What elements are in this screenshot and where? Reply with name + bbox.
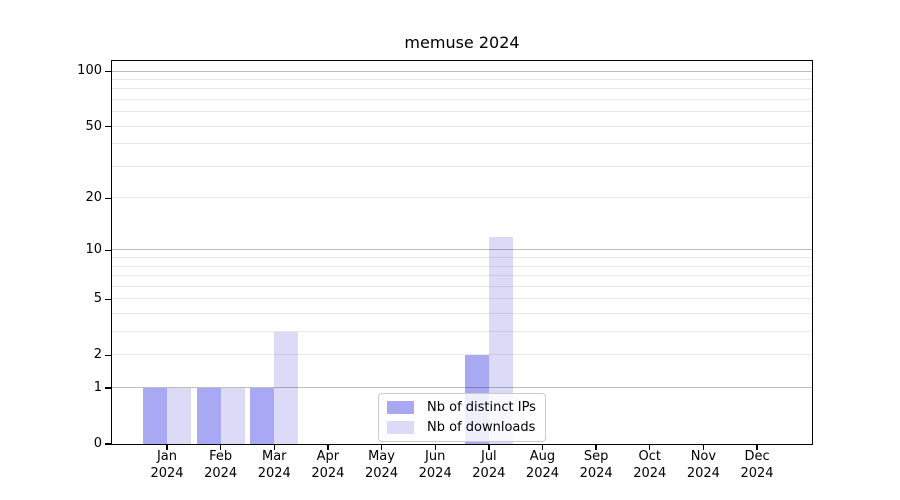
x-tick-mark [649,444,651,450]
bar-jan-distinct-ips [143,388,167,444]
x-tick-mark [702,444,705,450]
x-tick-label-jun: Jun 2024 [418,449,452,481]
bar-mar-downloads [274,332,299,444]
y-tick-label-100: 100 [77,63,102,79]
legend-label-distinct-ips: Nb of distinct IPs [427,400,536,415]
y-tick-label-2: 2 [93,347,102,363]
x-tick-label-nov: Nov 2024 [686,449,720,481]
legend-label-downloads: Nb of downloads [427,420,536,435]
legend-swatch-distinct-ips-icon [387,401,414,414]
bar-mar-distinct-ips [250,388,275,444]
x-tick-mark [273,444,275,450]
y-tick-label-20: 20 [85,190,102,206]
legend-swatch-downloads-icon [387,421,414,434]
chart-title: memuse 2024 [404,33,520,52]
bars-layer [112,61,812,444]
x-tick-mark [488,444,490,450]
x-tick-label-sep: Sep 2024 [579,449,613,481]
y-tick-label-1: 1 [93,380,102,396]
x-tick-mark [166,444,168,450]
legend: Nb of distinct IPs Nb of downloads [378,393,546,442]
x-tick-mark [219,444,222,450]
x-tick-mark [541,444,544,450]
plot-area [111,60,813,445]
bar-feb-downloads [220,388,245,444]
y-tick-mark [105,197,111,199]
y-tick-label-10: 10 [85,242,102,258]
y-tick-label-50: 50 [85,118,102,134]
y-tick-mark [105,387,111,389]
y-tick-mark [105,70,111,73]
x-tick-label-jan: Jan 2024 [150,449,184,481]
y-tick-label-0: 0 [93,436,102,451]
x-tick-mark [434,444,436,450]
x-tick-label-feb: Feb 2024 [204,449,238,481]
x-tick-label-may: May 2024 [365,449,399,481]
x-tick-label-jul: Jul 2024 [472,449,506,481]
legend-item-distinct-ips: Nb of distinct IPs [387,399,536,416]
y-tick-label-5: 5 [93,291,102,307]
x-tick-mark [380,444,383,450]
y-tick-mark [105,249,111,252]
y-tick-mark [105,354,111,356]
x-tick-mark [595,444,597,450]
bar-feb-distinct-ips [196,388,221,444]
y-tick-mark [105,443,111,445]
x-tick-label-dec: Dec 2024 [740,449,774,481]
x-tick-label-oct: Oct 2024 [633,449,667,481]
y-tick-mark [105,298,111,301]
legend-item-downloads: Nb of downloads [387,419,536,436]
x-tick-label-apr: Apr 2024 [311,449,345,481]
x-tick-mark [756,444,758,450]
x-tick-mark [327,444,329,450]
bar-jan-downloads [167,388,191,444]
y-tick-mark [105,125,111,128]
x-tick-label-aug: Aug 2024 [525,449,560,481]
x-tick-label-mar: Mar 2024 [257,449,291,481]
